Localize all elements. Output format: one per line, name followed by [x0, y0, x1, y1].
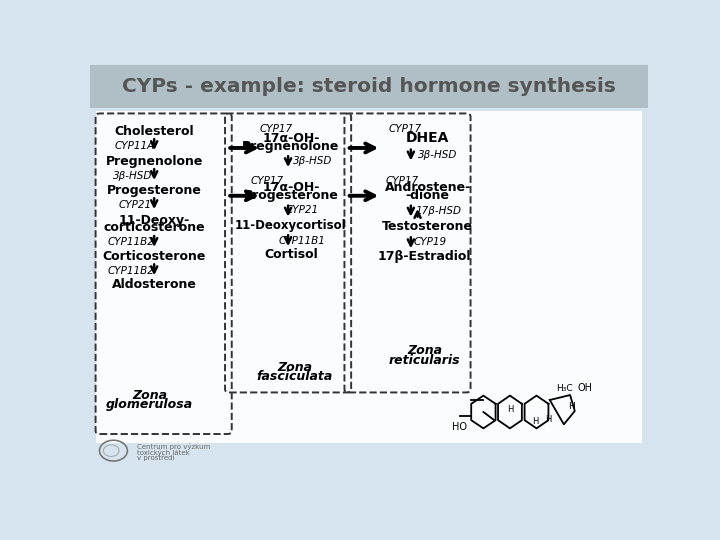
Text: CYP17: CYP17: [386, 176, 419, 186]
Text: 11-Deoxycortisol: 11-Deoxycortisol: [235, 219, 347, 232]
FancyBboxPatch shape: [90, 65, 648, 109]
Text: Corticosterone: Corticosterone: [102, 249, 206, 262]
Text: HO: HO: [452, 422, 467, 433]
Text: 3β-HSD: 3β-HSD: [113, 171, 153, 181]
Text: 17β-Estradiol: 17β-Estradiol: [378, 251, 472, 264]
Text: Zona: Zona: [277, 361, 312, 374]
Text: CYP11B1: CYP11B1: [279, 235, 325, 246]
Text: Testosterone: Testosterone: [382, 220, 473, 233]
Text: H₃C: H₃C: [556, 384, 572, 393]
Text: Cortisol: Cortisol: [264, 248, 318, 261]
Text: CYP11B2: CYP11B2: [107, 266, 154, 275]
Text: Pregnenolone: Pregnenolone: [106, 155, 203, 168]
Text: v prostředí: v prostředí: [138, 455, 175, 461]
Text: CYP17: CYP17: [259, 124, 292, 134]
Text: glomerulosa: glomerulosa: [106, 398, 193, 411]
Text: toxických látek: toxických látek: [138, 449, 190, 456]
Text: Progesterone: Progesterone: [107, 184, 202, 197]
Text: corticosterone: corticosterone: [104, 221, 205, 234]
Text: CYP17: CYP17: [389, 124, 422, 134]
Text: Pregnenolone: Pregnenolone: [242, 140, 340, 153]
Text: Androstene-: Androstene-: [384, 180, 471, 193]
Text: Zona: Zona: [408, 345, 442, 357]
Text: 17α-OH-: 17α-OH-: [262, 180, 320, 193]
Text: CYPs - example: steroid hormone synthesis: CYPs - example: steroid hormone synthesi…: [122, 77, 616, 96]
Text: 17β-HSD: 17β-HSD: [415, 206, 462, 216]
Text: H: H: [532, 417, 538, 426]
FancyBboxPatch shape: [96, 111, 642, 443]
Text: fasciculata: fasciculata: [256, 370, 333, 383]
Text: CYP21: CYP21: [285, 205, 319, 215]
Text: Progesterone: Progesterone: [243, 189, 338, 202]
Text: H: H: [508, 404, 514, 414]
Text: Cholesterol: Cholesterol: [114, 125, 194, 138]
Text: 3β-HSD: 3β-HSD: [418, 150, 457, 160]
Text: reticularis: reticularis: [389, 354, 461, 367]
Text: CYP17: CYP17: [251, 176, 284, 186]
Text: H: H: [568, 402, 575, 411]
Text: DHEA: DHEA: [406, 131, 449, 145]
Text: 3β-HSD: 3β-HSD: [293, 156, 333, 166]
Text: Aldosterone: Aldosterone: [112, 278, 197, 291]
Text: OH: OH: [578, 383, 593, 393]
Text: H: H: [545, 415, 552, 424]
Text: 17α-OH-: 17α-OH-: [262, 132, 320, 145]
Text: CYP21: CYP21: [118, 200, 151, 210]
Text: -dione: -dione: [405, 189, 449, 202]
Text: CYP11A: CYP11A: [114, 141, 155, 151]
Text: CYP19: CYP19: [414, 238, 447, 247]
Text: Centrum pro výzkum: Centrum pro výzkum: [138, 443, 211, 450]
Text: 11-Deoxy-: 11-Deoxy-: [119, 214, 190, 227]
Text: CYP11B2: CYP11B2: [107, 238, 154, 247]
Text: Zona: Zona: [132, 389, 167, 402]
